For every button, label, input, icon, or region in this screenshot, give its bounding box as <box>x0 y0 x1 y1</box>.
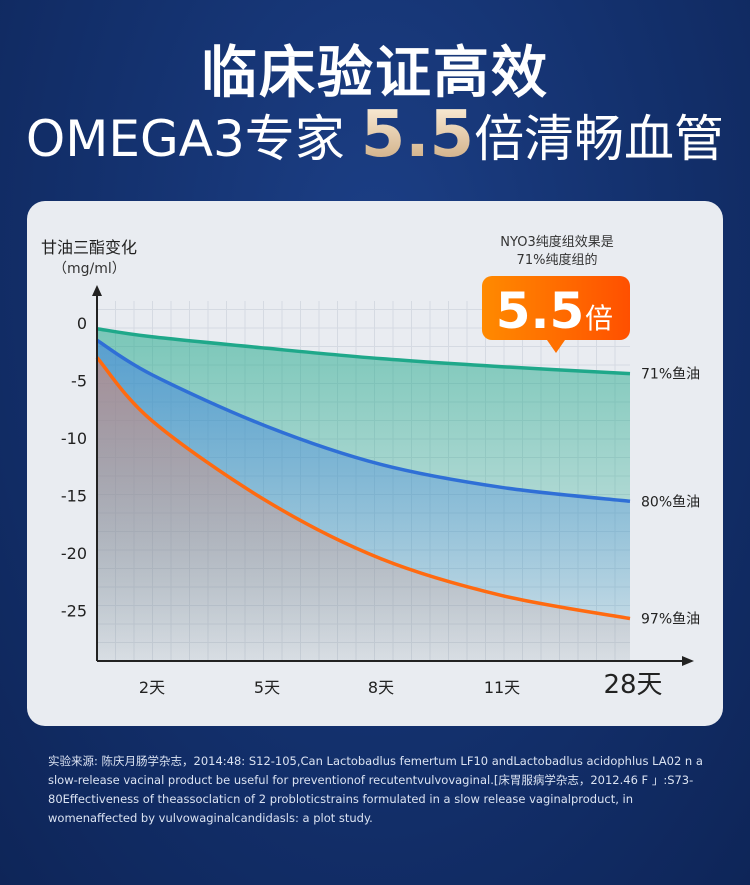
y-tick-label: -20 <box>61 544 87 563</box>
callout-value: 5.5 <box>496 282 585 340</box>
series-line <box>96 338 631 503</box>
series-label: 80%鱼油 <box>641 493 700 510</box>
series-label: 71%鱼油 <box>641 366 700 383</box>
y-axis-unit: （mg/ml） <box>53 261 126 277</box>
subtitle-suffix: 倍清畅血管 <box>474 110 725 168</box>
series-area <box>97 357 630 661</box>
chart-card: 71%鱼油 80%鱼油 97%鱼油 0 -5 -10 -15 -20 -25 2天 5天 8天 11天… <box>27 201 723 726</box>
y-axis-label: 甘油三酯变化 <box>41 238 137 257</box>
subtitle-prefix: OMEGA3专家 <box>25 110 345 168</box>
subtitle-number: 5.5 <box>360 98 475 172</box>
source-footnote: 实验来源: 陈庆月肠学杂志，2014:48: S12-105,Can Lacto… <box>48 754 703 825</box>
x-tick-label: 5天 <box>254 678 280 697</box>
chart: 71%鱼油 80%鱼油 97%鱼油 0 -5 -10 -15 -20 -25 2天 5天 8天 11天… <box>41 234 700 700</box>
y-tick-label: -15 <box>61 487 87 506</box>
callout-line-1: NYO3纯度组效果是 <box>500 234 613 250</box>
callout-badge: 5.5 倍 <box>482 276 630 353</box>
y-tick-label: 0 <box>77 314 87 333</box>
y-tick-label: -25 <box>61 602 87 621</box>
x-tick-label: 8天 <box>368 678 394 697</box>
y-tick-label: -10 <box>61 429 87 448</box>
x-tick-label: 28天 <box>603 670 662 700</box>
callout-line-2: 71%纯度组的 <box>517 252 598 268</box>
callout-unit: 倍 <box>585 302 613 335</box>
x-axis-arrow-icon <box>682 656 694 666</box>
page-title: 临床验证高效 <box>201 41 549 106</box>
page-subtitle: OMEGA3专家 5.5倍清畅血管 <box>0 98 750 172</box>
x-tick-label: 2天 <box>139 678 165 697</box>
series-label: 97%鱼油 <box>641 611 700 628</box>
y-tick-label: -5 <box>71 372 87 391</box>
y-axis-arrow-icon <box>92 285 102 296</box>
series-line <box>96 327 631 376</box>
x-tick-label: 11天 <box>484 678 520 697</box>
series-line <box>95 356 631 621</box>
